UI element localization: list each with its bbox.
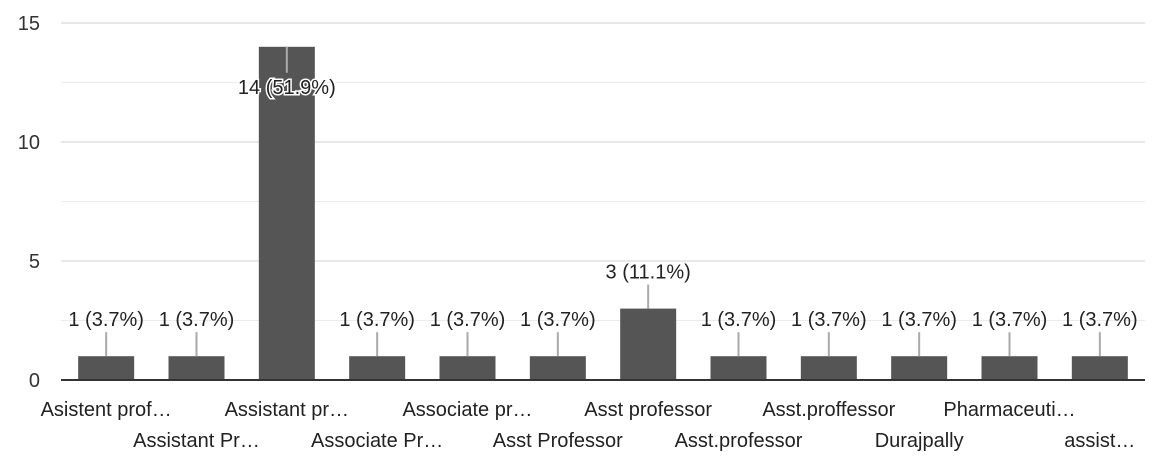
data-label: 1 (3.7%) xyxy=(972,309,1048,331)
bar xyxy=(168,356,225,380)
data-label: 1 (3.7%) xyxy=(339,309,415,331)
y-tick-label: 15 xyxy=(18,13,40,35)
data-labels: 1 (3.7%) 1 (3.7%) 14 (51.9%) 1 (3.7%) 1 (3.7… xyxy=(68,75,1138,331)
y-tick-label: 5 xyxy=(29,251,40,273)
data-label: 1 (3.7%) xyxy=(430,309,506,331)
x-tick-label: assist… xyxy=(1064,430,1135,452)
data-label: 1 (3.7%) xyxy=(1062,309,1138,331)
x-tick-label: Pharmaceuti… xyxy=(943,399,1075,421)
x-tick-label: Assistant pr… xyxy=(225,399,349,421)
gridlines xyxy=(61,22,1145,321)
x-tick-label: Asistent prof… xyxy=(41,399,172,421)
bar xyxy=(1071,356,1128,380)
data-label: 1 (3.7%) xyxy=(881,309,957,331)
bar xyxy=(258,46,315,381)
bar xyxy=(891,356,948,380)
data-label: 1 (3.7%) xyxy=(701,309,777,331)
bar xyxy=(439,356,496,380)
x-tick-label: Associate pr… xyxy=(402,399,532,421)
bar xyxy=(349,356,406,380)
label-leaders xyxy=(105,46,1101,357)
data-label: 1 (3.7%) xyxy=(520,309,596,331)
data-label: 1 (3.7%) xyxy=(791,309,867,331)
data-label: 3 (11.1%) xyxy=(606,262,691,284)
x-tick-label: Asst.proffessor xyxy=(762,399,895,421)
data-label: 1 (3.7%) xyxy=(159,309,235,331)
bars xyxy=(78,46,1128,381)
bar xyxy=(620,308,677,380)
data-label: 14 (51.9%) xyxy=(238,77,336,99)
x-tick-label: Associate Pr… xyxy=(311,430,443,452)
bar xyxy=(710,356,767,380)
x-tick-label: Asst professor xyxy=(584,399,712,421)
x-axis: Asistent prof… Assistant Pr… Assistant pr…… xyxy=(41,379,1145,452)
x-tick-label: Durajpally xyxy=(875,430,964,452)
x-tick-label: Assistant Pr… xyxy=(133,430,260,452)
bar xyxy=(529,356,586,380)
x-tick-label: Asst Professor xyxy=(493,430,623,452)
x-tick-label: Asst.professor xyxy=(675,430,803,452)
y-tick-label: 0 xyxy=(29,370,40,392)
bar xyxy=(981,356,1038,380)
bar xyxy=(800,356,857,380)
bar xyxy=(78,356,135,380)
y-tick-label: 10 xyxy=(18,132,40,154)
data-label: 1 (3.7%) xyxy=(68,309,144,331)
y-axis: 0 5 10 15 xyxy=(18,13,40,392)
